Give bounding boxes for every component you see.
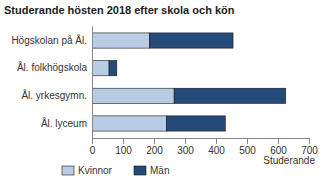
legend-swatch: [62, 166, 74, 175]
x-tick-mark: [123, 138, 124, 144]
y-tick: Högskolan på Ål.: [11, 34, 92, 46]
bars: [92, 33, 286, 131]
y-tick-label: Ål. yrkesgymn.: [21, 89, 87, 101]
x-tick-mark: [278, 138, 279, 144]
y-tick: Ål. lyceum: [41, 117, 92, 129]
x-tick-mark: [216, 138, 217, 144]
x-tick: 200: [146, 138, 163, 156]
x-tick: 600: [270, 138, 287, 156]
x-tick: 100: [115, 138, 132, 156]
bar: [174, 88, 286, 103]
x-axis: 0 100 200 300 400 500 600 700: [90, 138, 319, 156]
bar: [166, 116, 225, 131]
x-tick-mark: [154, 138, 155, 144]
x-tick: 400: [208, 138, 225, 156]
x-tick-label: 300: [177, 145, 194, 156]
x-tick-label: 400: [208, 145, 225, 156]
legend-label: Män: [150, 165, 169, 176]
x-axis-title: Studerande: [263, 155, 315, 166]
legend-item: Kvinnor: [62, 165, 113, 176]
x-tick: 300: [177, 138, 194, 156]
y-axis: Högskolan på Ål. Ål. folkhögskola Ål. yrke…: [11, 27, 92, 139]
y-tick-label: Ål. lyceum: [41, 117, 87, 129]
x-tick-label: 200: [146, 145, 163, 156]
y-tick-label: Ål. folkhögskola: [17, 61, 87, 73]
bar: [92, 88, 174, 103]
x-tick: 500: [239, 138, 256, 156]
bar: [149, 33, 233, 48]
legend-label: Kvinnor: [78, 165, 113, 176]
x-tick-mark: [247, 138, 248, 144]
x-tick-label: 0: [90, 145, 96, 156]
y-tick-label: Högskolan på Ål.: [11, 34, 87, 46]
chart: Studerande hösten 2018 efter skola och k…: [0, 0, 323, 184]
x-axis-line: [93, 138, 310, 139]
y-tick: Ål. folkhögskola: [17, 61, 92, 73]
bar: [92, 61, 109, 76]
x-tick: 0: [90, 138, 96, 156]
x-tick: 700: [301, 138, 318, 156]
legend-swatch: [134, 166, 146, 175]
title: Studerande hösten 2018 efter skola och k…: [4, 4, 235, 16]
bar: [109, 61, 117, 76]
bar: [92, 33, 149, 48]
x-tick-mark: [309, 138, 310, 144]
legend-item: Män: [134, 165, 169, 176]
bar: [92, 116, 166, 131]
y-axis-line: [92, 27, 93, 139]
y-tick: Ål. yrkesgymn.: [21, 89, 92, 101]
x-tick-mark: [185, 138, 186, 144]
x-tick-label: 500: [239, 145, 256, 156]
x-tick-mark: [92, 138, 93, 144]
plot: 0 100 200 300 400 500 600 700 Högskolan på Ål. Ål…: [11, 27, 318, 157]
legend: Kvinnor Män: [62, 165, 169, 176]
x-tick-label: 100: [115, 145, 132, 156]
